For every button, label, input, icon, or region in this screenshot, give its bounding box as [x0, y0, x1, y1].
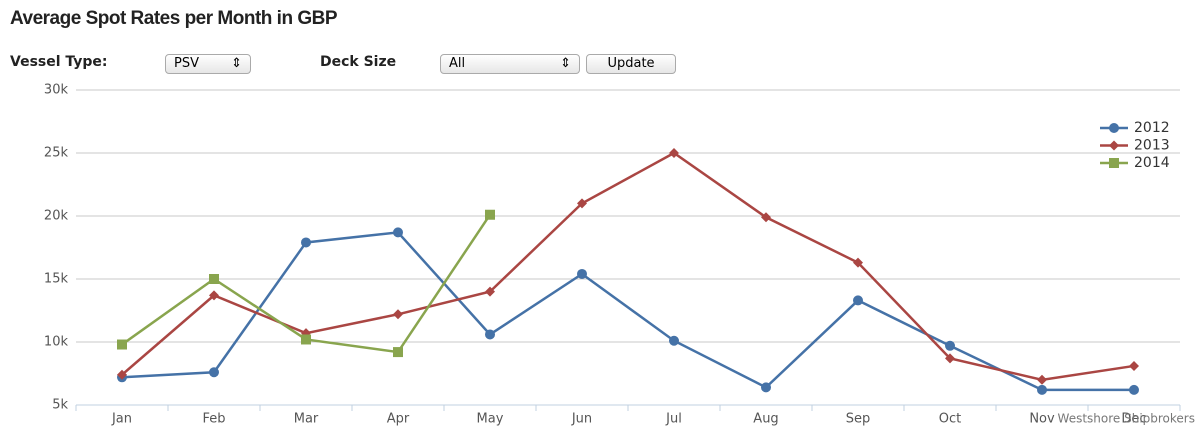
x-tick-label: Feb — [202, 412, 225, 427]
deck-value: All — [449, 56, 466, 71]
series — [117, 209, 495, 358]
point — [485, 209, 495, 220]
point — [761, 212, 771, 223]
x-tick-label: Aug — [753, 412, 778, 427]
point — [485, 329, 495, 340]
point — [945, 340, 955, 351]
deck-label: Deck Size — [320, 54, 397, 70]
y-tick-label: 20k — [44, 209, 69, 224]
page-title: Average Spot Rates per Month in GBP — [10, 8, 338, 29]
vessel-value: PSV — [174, 56, 199, 71]
credit: Westshore Shipbrokers — [1058, 412, 1195, 426]
legend-label: 2014 — [1134, 155, 1170, 171]
select-arrow: ⇕ — [560, 56, 571, 71]
x-tick-label: Oct — [939, 412, 961, 427]
point — [669, 335, 679, 346]
deck-select[interactable]: All ⇕ — [440, 54, 580, 74]
x-tick-label: Jun — [571, 412, 592, 427]
line — [121, 151, 1135, 382]
point — [1109, 158, 1119, 168]
point — [577, 268, 587, 279]
legend-label: 2013 — [1134, 138, 1170, 154]
y-tick-label: 15k — [44, 272, 69, 287]
point — [485, 286, 495, 297]
x-tick-label: Dec — [1121, 412, 1146, 427]
series — [117, 227, 1139, 395]
x-tick-label: Jul — [665, 412, 682, 427]
x-tick-label: Apr — [387, 412, 410, 427]
y-tick-label: 10k — [44, 335, 69, 350]
point — [117, 369, 127, 380]
point — [1109, 123, 1119, 133]
y-tick-label: 30k — [44, 83, 69, 98]
point — [853, 257, 863, 268]
update-button[interactable]: Update — [586, 54, 676, 74]
point — [1109, 140, 1119, 151]
line — [121, 231, 1134, 392]
point — [117, 339, 127, 350]
point — [393, 227, 403, 238]
point — [209, 290, 219, 301]
select-arrow: ⇕ — [231, 56, 242, 71]
point — [1129, 384, 1139, 395]
point — [393, 347, 403, 358]
y-tick-label: 25k — [44, 146, 69, 161]
point — [945, 353, 955, 364]
x-tick-label: Nov — [1029, 412, 1055, 427]
point — [1129, 360, 1139, 371]
x-tick-label: Mar — [294, 412, 319, 427]
point — [301, 237, 311, 248]
point — [1037, 384, 1047, 395]
point — [577, 198, 587, 209]
vessel-label: Vessel Type: — [10, 54, 108, 70]
x-tick-label: May — [477, 412, 504, 427]
point — [761, 382, 771, 393]
point — [669, 148, 679, 158]
point — [393, 309, 403, 320]
x-tick-label: Sep — [846, 412, 871, 427]
x-tick-label: Jan — [111, 412, 132, 427]
point — [301, 334, 311, 345]
point — [209, 367, 219, 378]
legend-label: 2012 — [1134, 120, 1170, 136]
point — [853, 295, 863, 306]
y-tick-label: 5k — [52, 398, 68, 413]
point — [209, 274, 219, 284]
series — [117, 148, 1139, 385]
point — [1037, 374, 1047, 385]
vessel-select[interactable]: PSV ⇕ — [165, 54, 251, 74]
